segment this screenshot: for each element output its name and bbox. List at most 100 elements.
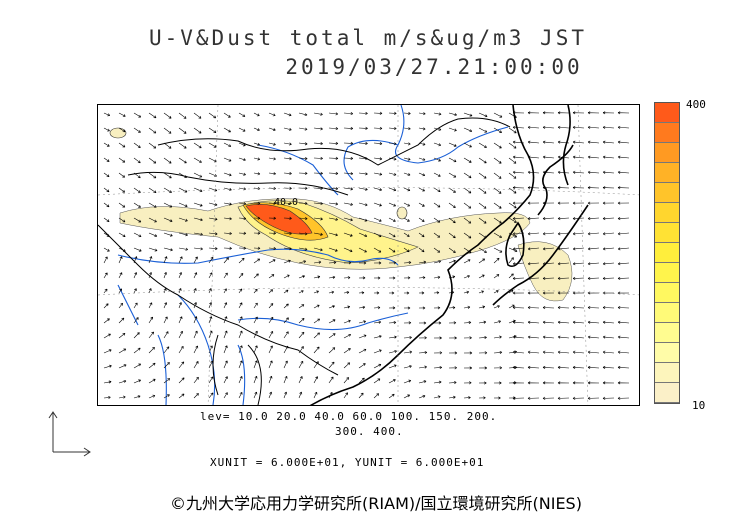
wind-arrow xyxy=(298,156,308,161)
wind-arrow xyxy=(313,332,320,339)
wind-arrow xyxy=(253,258,261,264)
wind-arrow xyxy=(448,217,456,224)
wind-arrow xyxy=(103,318,110,324)
wind-arrow xyxy=(268,231,276,235)
wind-arrow xyxy=(587,381,600,385)
wind-arrow xyxy=(253,201,261,205)
wind-arrow xyxy=(512,201,525,205)
wind-arrow xyxy=(298,346,304,354)
wind-arrow xyxy=(373,378,381,384)
wind-arrow xyxy=(403,127,411,131)
wind-arrow xyxy=(118,202,126,208)
contour-label: 40.0 xyxy=(274,197,298,208)
wind-arrow xyxy=(542,306,555,310)
wind-arrow xyxy=(358,348,367,354)
wind-arrow xyxy=(493,232,502,238)
wind-arrow xyxy=(133,379,141,384)
wind-arrow xyxy=(118,348,127,354)
wind-arrow xyxy=(178,272,183,279)
wind-arrow xyxy=(388,111,397,115)
wind-arrow xyxy=(178,217,188,222)
wind-arrow xyxy=(238,216,247,220)
wind-arrow xyxy=(163,202,173,208)
wind-arrow xyxy=(133,142,141,149)
wind-arrow xyxy=(478,320,487,324)
wind-arrow xyxy=(298,247,308,251)
wind-arrow xyxy=(557,247,570,251)
wind-arrow xyxy=(587,247,600,251)
wind-arrow xyxy=(133,112,142,118)
wind-arrow xyxy=(343,333,352,339)
wind-arrow xyxy=(463,157,472,163)
wind-arrow xyxy=(343,141,354,145)
wind-arrow xyxy=(178,232,188,237)
wind-arrow xyxy=(373,291,380,295)
wind-arrow xyxy=(478,142,487,148)
wind-arrow xyxy=(193,112,202,119)
wind-arrow xyxy=(163,112,172,119)
wind-arrow xyxy=(403,335,412,340)
wind-arrow xyxy=(268,127,276,131)
wind-arrow xyxy=(118,142,126,148)
wind-arrow xyxy=(433,365,443,370)
wind-arrow xyxy=(163,142,172,149)
wind-arrow xyxy=(103,395,111,400)
wind-arrow xyxy=(208,157,217,163)
wind-arrow xyxy=(587,320,600,324)
wind-arrow xyxy=(617,125,630,129)
wind-arrow xyxy=(572,381,585,385)
wind-arrow xyxy=(298,290,304,294)
wind-arrow xyxy=(238,172,246,176)
dust-map: 40.0 xyxy=(97,104,640,406)
wind-arrow xyxy=(478,232,487,239)
wind-arrow xyxy=(133,395,141,399)
wind-arrow xyxy=(358,111,368,115)
wind-vectors xyxy=(103,111,630,400)
wind-arrow xyxy=(298,186,308,190)
wind-arrow xyxy=(433,351,443,355)
wind-arrow xyxy=(223,316,228,324)
wind-arrow xyxy=(512,320,525,324)
wind-arrow xyxy=(388,393,395,399)
wind-arrow xyxy=(283,274,290,279)
wind-arrow xyxy=(103,349,112,354)
wind-arrow xyxy=(223,360,228,369)
wind-arrow xyxy=(193,157,202,163)
wind-arrow xyxy=(512,247,525,251)
wind-arrow xyxy=(283,171,292,176)
wind-arrow xyxy=(512,381,525,385)
wind-arrow xyxy=(448,172,457,178)
wind-arrow xyxy=(512,216,525,221)
wind-arrow xyxy=(163,232,173,237)
wind-arrow xyxy=(572,125,585,129)
wind-arrow xyxy=(133,247,142,252)
wind-arrow xyxy=(557,125,570,129)
wind-arrow xyxy=(448,202,456,209)
wind-arrow xyxy=(223,217,232,221)
wind-arrow xyxy=(587,216,600,221)
wind-arrow xyxy=(512,170,525,174)
rivers xyxy=(117,105,509,405)
wind-arrow xyxy=(193,187,203,193)
wind-arrow xyxy=(313,171,323,175)
wind-arrow xyxy=(103,157,110,162)
wind-arrow xyxy=(508,232,518,238)
wind-arrow xyxy=(557,170,570,174)
wind-arrow xyxy=(298,142,308,146)
wind-arrow xyxy=(103,202,110,208)
wind-arrow xyxy=(418,202,425,207)
wind-arrow xyxy=(373,349,382,354)
wind-arrow xyxy=(373,247,382,253)
wind-arrow xyxy=(283,127,292,131)
wind-arrow xyxy=(433,172,441,177)
wind-arrow xyxy=(268,391,273,399)
wind-arrow xyxy=(512,276,525,280)
wind-arrow xyxy=(433,187,441,193)
wind-arrow xyxy=(163,288,167,294)
wind-arrow xyxy=(328,261,337,265)
wind-arrow xyxy=(223,392,228,399)
wind-arrow xyxy=(313,290,319,294)
chart-title: U-V&Dust total m/s&ug/m3 JST xyxy=(148,26,587,50)
wind-arrow xyxy=(163,217,173,223)
wind-arrow xyxy=(238,157,246,162)
